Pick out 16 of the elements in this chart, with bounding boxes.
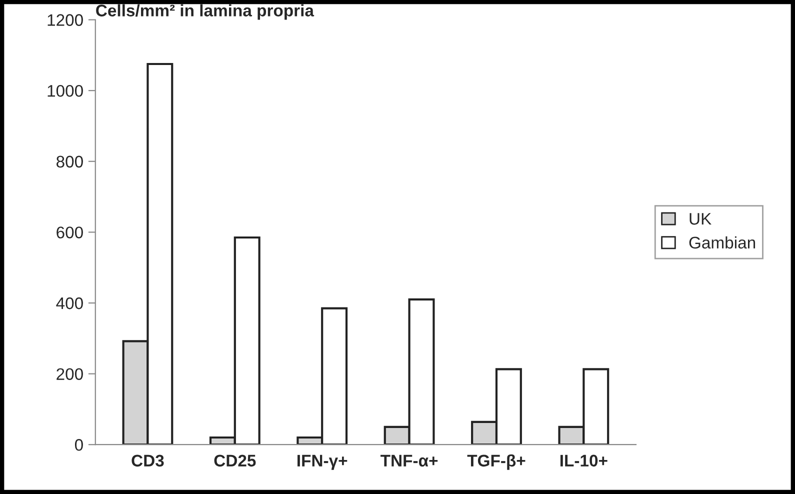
y-tick-label: 0: [74, 439, 83, 451]
x-tick-label: TNF-α+: [380, 454, 438, 467]
y-axis-title: Cells/mm² in lamina propria: [96, 4, 314, 20]
y-tick-label: 400: [56, 297, 83, 310]
x-tick-label: TGF-β+: [467, 454, 526, 470]
x-tick-label: IL-10+: [560, 454, 608, 467]
legend-label: Gambian: [689, 236, 756, 249]
legend-label: UK: [690, 213, 712, 225]
y-tick-label: 600: [56, 226, 83, 238]
x-tick-label: CD3: [132, 454, 164, 467]
x-tick-label: IFN-γ+: [298, 454, 348, 470]
x-tick-label: CD25: [214, 454, 256, 467]
y-tick-label: 1000: [48, 84, 83, 97]
y-tick-label: 200: [56, 368, 83, 380]
y-tick-label: 1200: [48, 14, 83, 26]
y-tick-label: 800: [56, 156, 83, 168]
